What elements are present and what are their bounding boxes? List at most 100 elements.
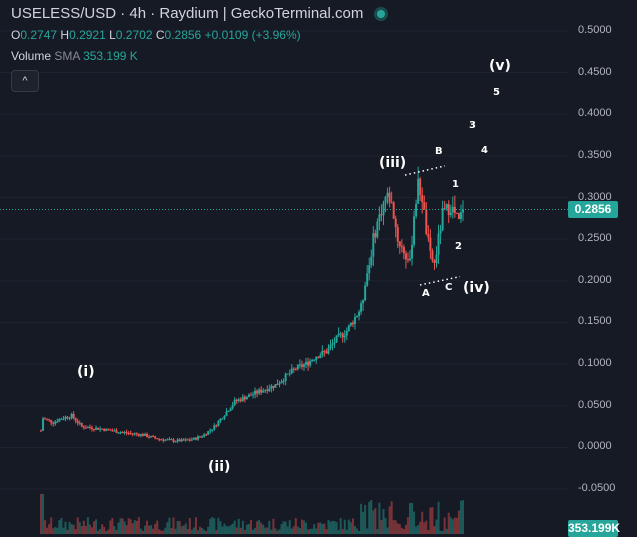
candle-body	[72, 413, 75, 419]
candle-body	[237, 399, 240, 401]
volume-bar	[133, 520, 136, 534]
volume-bar	[170, 528, 173, 534]
candle-body	[40, 430, 42, 432]
candle-body	[408, 258, 411, 261]
volume-bar	[150, 525, 153, 534]
candle-body	[86, 426, 89, 428]
candle-body	[288, 373, 291, 375]
volume-bar	[93, 521, 96, 534]
candle-body	[62, 418, 65, 420]
candle-body	[113, 430, 116, 432]
candle-body	[437, 233, 440, 255]
last-price-tag: 0.2856	[568, 200, 618, 218]
candle-body	[339, 333, 342, 335]
candle-body	[192, 437, 195, 440]
volume-bar	[335, 522, 338, 534]
candle-body	[384, 197, 387, 203]
y-tick-label: 0.2500	[578, 232, 612, 245]
wave-label: 4	[481, 145, 488, 156]
volume-bar	[398, 524, 401, 534]
open-label: O	[11, 28, 21, 42]
change-value: +0.0109 (+3.96%)	[204, 28, 301, 42]
candle-body	[60, 418, 63, 420]
volume-bar	[390, 501, 393, 534]
volume-bar	[54, 527, 57, 534]
low-value: 0.2702	[115, 28, 153, 42]
candle-body	[335, 335, 338, 343]
volume-bar	[60, 518, 63, 534]
volume-bar	[296, 526, 299, 534]
volume-bar	[203, 529, 206, 534]
chevron-up-icon: ^	[22, 75, 28, 87]
candle-body	[423, 202, 426, 210]
volume-bar	[223, 523, 226, 534]
volume-bar	[317, 522, 320, 534]
candle-body	[276, 384, 279, 386]
candle-body	[235, 399, 238, 401]
volume-bar	[368, 501, 371, 534]
volume-bar	[384, 518, 387, 534]
candle-body	[249, 394, 252, 396]
volume-bar	[209, 518, 212, 534]
volume-bar	[119, 518, 122, 534]
candle-body	[427, 234, 430, 238]
volume-bar	[164, 527, 167, 534]
candle-body	[296, 364, 299, 369]
volume-bar	[353, 526, 356, 534]
candle-body	[390, 202, 393, 204]
candle-body	[400, 246, 403, 248]
candle-body	[435, 254, 438, 263]
volume-bar	[337, 530, 340, 534]
channel-line	[404, 165, 446, 176]
candle-body	[455, 212, 458, 214]
y-tick-label: 0.1500	[578, 315, 612, 328]
candle-body	[131, 433, 134, 435]
volume-last-tag: 353.199K	[568, 520, 621, 537]
candle-body	[433, 260, 436, 263]
candle-body	[429, 237, 432, 251]
candle-body	[341, 333, 344, 338]
volume-bar	[249, 519, 252, 534]
volume-bar	[406, 517, 409, 534]
volume-bar	[139, 528, 142, 534]
volume-bar	[152, 528, 155, 534]
candle-body	[174, 441, 177, 443]
volume-bar	[205, 530, 208, 534]
candle-body	[50, 420, 53, 423]
candle-body	[419, 178, 422, 196]
candle-body	[68, 418, 71, 420]
volume-bar	[305, 522, 308, 534]
volume-bar	[341, 529, 344, 534]
volume-bar	[52, 528, 55, 534]
candle-body	[233, 399, 236, 405]
high-label: H	[60, 28, 70, 42]
volume-bar	[217, 517, 220, 534]
wave-label: B	[435, 146, 443, 157]
candle-body	[300, 364, 303, 367]
volume-bar	[44, 520, 47, 534]
candle-body	[103, 429, 106, 431]
candle-body	[404, 253, 407, 260]
candle-body	[439, 230, 442, 234]
candle-body	[343, 335, 346, 338]
ohlc-legend: O0.2747 H0.2921 L0.2702 C0.2856 +0.0109 …	[11, 28, 301, 42]
candle-body	[186, 439, 189, 441]
candle-body	[80, 422, 83, 427]
candle-body	[280, 381, 283, 384]
volume-bar	[260, 522, 263, 534]
volume-bar	[107, 529, 110, 534]
volume-bar	[211, 517, 214, 534]
volume-bar	[245, 524, 248, 534]
volume-bar	[215, 530, 218, 534]
candle-body	[213, 425, 216, 430]
volume-bar	[192, 527, 195, 534]
candle-body	[196, 436, 199, 440]
volume-bar	[276, 530, 279, 534]
volume-bar	[148, 525, 151, 534]
volume-bar	[374, 508, 377, 534]
candle-body	[76, 420, 79, 424]
candle-body	[223, 415, 226, 419]
collapse-legend-button[interactable]: ^	[11, 70, 39, 92]
volume-bar	[243, 530, 246, 534]
